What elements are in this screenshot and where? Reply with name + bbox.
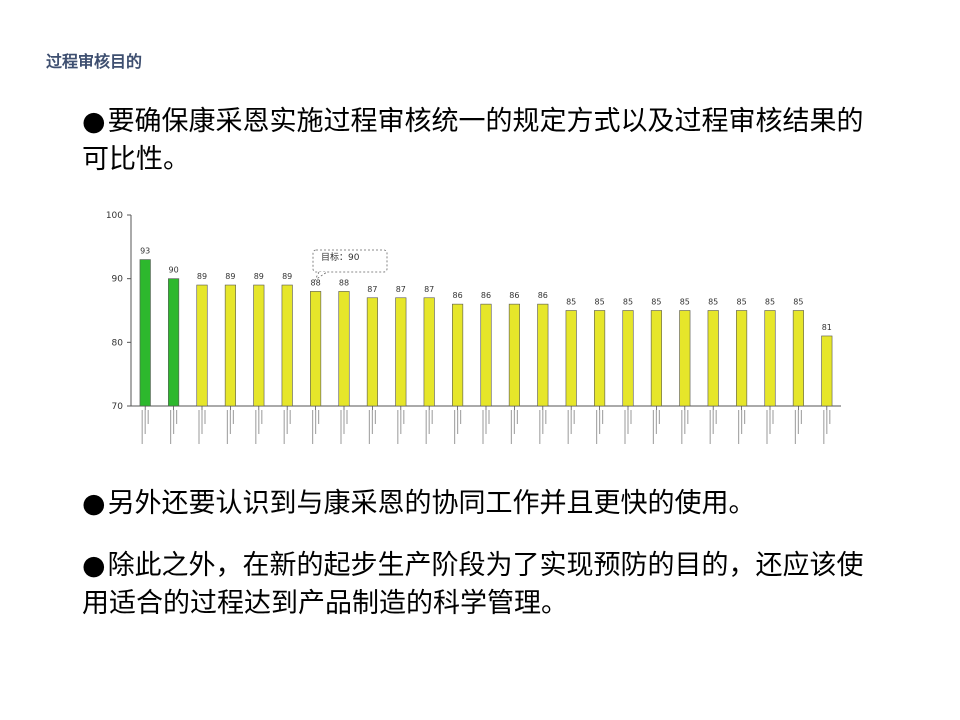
slide-title: 过程审核目的	[46, 52, 143, 71]
bar	[508, 303, 520, 407]
bar	[650, 310, 662, 407]
data-label: 85	[737, 298, 747, 307]
x-category-label	[596, 410, 604, 444]
x-category-label	[312, 410, 320, 444]
x-category-label	[681, 410, 689, 444]
bar	[565, 310, 577, 407]
data-label: 85	[651, 298, 661, 307]
y-tick-label: 70	[112, 402, 124, 412]
data-label: 87	[367, 285, 377, 294]
bar	[452, 303, 464, 407]
data-label: 93	[140, 247, 150, 256]
bar	[253, 284, 265, 407]
data-label: 87	[424, 285, 434, 294]
x-category-label	[141, 410, 149, 444]
x-category-label	[652, 410, 661, 444]
x-category-label	[198, 410, 206, 444]
x-category-label	[709, 410, 717, 444]
data-label: 86	[481, 291, 491, 300]
bar	[622, 310, 634, 407]
bullet-dot-icon: ●	[82, 488, 106, 519]
bar	[168, 278, 180, 407]
x-category-label	[766, 410, 774, 444]
data-label: 85	[765, 298, 775, 307]
bullet-text: 除此之外，在新的起步生产阶段为了实现预防的目的，还应该使用适合的过程达到产品制造…	[82, 550, 864, 619]
target-callout-box	[312, 249, 388, 273]
bullet-text: 另外还要认识到与康采恩的协同工作并且更快的使用。	[107, 488, 756, 519]
data-label: 89	[282, 272, 292, 281]
bar-chart-svg: 70 80 90 100 93 90 89 89 89 89 88 88 87 87 87 86 86 86 86 8…	[106, 211, 841, 444]
data-label: 85	[566, 298, 576, 307]
data-label: 90	[169, 266, 179, 275]
bullet-item-3: ●除此之外，在新的起步生产阶段为了实现预防的目的，还应该使用适合的过程达到产品制…	[82, 547, 882, 623]
y-tick-label: 100	[106, 211, 123, 221]
x-category-label	[368, 410, 376, 444]
y-tick-label: 90	[112, 275, 124, 285]
data-label: 86	[509, 291, 519, 300]
x-category-label	[397, 410, 405, 444]
bar	[480, 303, 492, 407]
x-category-label	[340, 410, 348, 444]
x-category-label	[482, 410, 490, 444]
x-category-label	[823, 410, 831, 444]
bullet-dot-icon: ●	[82, 550, 106, 581]
data-label: 85	[595, 298, 605, 307]
x-category-label	[454, 410, 462, 444]
data-label: 86	[538, 291, 548, 300]
x-category-label	[794, 410, 803, 444]
bar	[423, 297, 435, 407]
data-label: 85	[623, 298, 633, 307]
x-category-label	[567, 410, 575, 444]
bar	[792, 310, 804, 407]
bullet-item-1: ●要确保康采恩实施过程审核统一的规定方式以及过程审核结果的可比性。	[82, 103, 882, 179]
bullet-text: 要确保康采恩实施过程审核统一的规定方式以及过程审核结果的可比性。	[82, 106, 864, 175]
bar	[196, 284, 208, 407]
x-category-label	[255, 410, 263, 444]
x-category-label	[510, 410, 518, 444]
bar	[679, 310, 691, 407]
x-category-label	[737, 410, 746, 444]
data-label: 86	[453, 291, 463, 300]
y-tick-label: 80	[112, 338, 124, 348]
score-bar-chart: 70 80 90 100 93 90 89 89 89 89 88 88 87 87 87 86 86 86 86 8…	[85, 205, 855, 475]
bar	[707, 310, 719, 407]
data-label: 88	[339, 278, 349, 287]
bullet-dot-icon: ●	[82, 106, 106, 137]
data-label: 87	[396, 285, 406, 294]
bar	[395, 297, 407, 407]
data-label: 89	[197, 272, 207, 281]
x-category-label	[169, 410, 178, 444]
bar	[139, 259, 151, 407]
data-label: 88	[311, 278, 321, 287]
target-callout-text: 目标：90	[321, 251, 360, 263]
data-label: 89	[254, 272, 264, 281]
x-category-label	[226, 410, 234, 444]
bar	[764, 310, 776, 407]
bar	[224, 284, 236, 407]
bar	[537, 303, 549, 407]
bar	[594, 310, 606, 407]
x-category-label	[425, 410, 433, 444]
data-label: 85	[793, 298, 803, 307]
target-callout-pointer	[313, 271, 328, 282]
bar	[310, 291, 322, 407]
x-category-label	[624, 410, 632, 444]
bar	[821, 335, 833, 407]
data-label: 85	[708, 298, 718, 307]
bar	[366, 297, 378, 407]
bar	[281, 284, 293, 407]
bullet-item-2: ●另外还要认识到与康采恩的协同工作并且更快的使用。	[82, 485, 882, 523]
data-label: 89	[225, 272, 235, 281]
x-category-label	[539, 410, 547, 444]
bar	[338, 291, 350, 407]
data-label: 81	[822, 323, 832, 332]
x-category-label	[283, 410, 291, 444]
data-label: 85	[680, 298, 690, 307]
bar	[736, 310, 748, 407]
